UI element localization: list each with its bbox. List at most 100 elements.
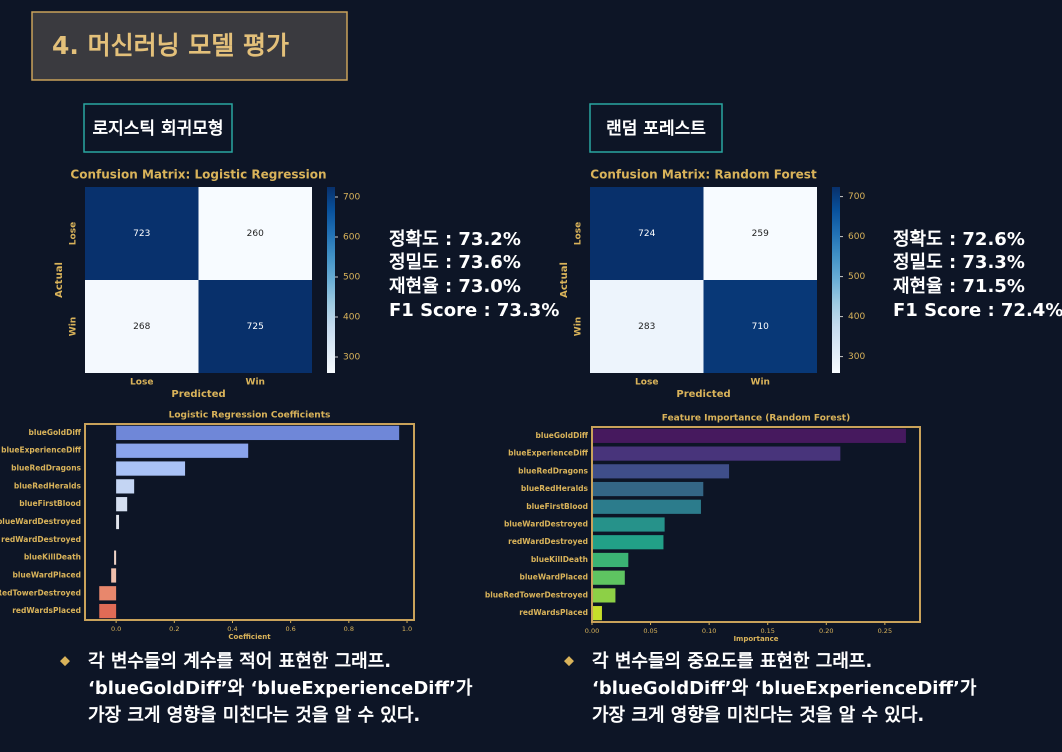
bullet: ◆ [60,654,70,669]
cell-label: 724 [638,229,655,239]
colorbar-tick-label: 600 [343,233,360,243]
bar [99,586,117,601]
x-tick-label: Win [751,378,770,388]
plot-frame [591,426,921,623]
x-axis-label: Coefficient [228,633,271,641]
bar [592,428,906,443]
y-tick-label: blueRedHeralds [521,484,589,493]
caption: 각 변수들의 계수를 적어 표현한 그래프. [88,651,391,672]
heatmap-cell [703,187,817,280]
cell-label: 268 [133,322,150,332]
heatmap-cell [703,280,817,373]
bar [116,443,249,458]
section-label: 랜덤 포레스트 [606,119,706,139]
y-tick-label: redWardDestroyed [508,537,588,546]
section-box [83,103,233,153]
y-tick-label: blueRedDragons [11,464,81,473]
y-tick-label: blueRedTowerDestroyed [485,590,588,599]
bar [592,446,841,461]
y-tick-label: blueWardDestroyed [0,517,81,526]
x-tick-label: 0.05 [643,627,657,635]
y-tick-label: blueRedHeralds [14,481,82,490]
caption: 가장 크게 영향을 미친다는 것을 알 수 있다. [592,705,924,726]
x-tick-label: 0.6 [285,625,295,633]
metric: 재현율 : 73.0% [389,276,521,297]
section-label: 로지스틱 회귀모형 [92,118,223,139]
bar [116,514,120,530]
bar [592,499,701,514]
y-tick-label: blueFirstBlood [19,499,81,508]
plot-frame [84,423,415,621]
y-tick-label: blueRedDragons [518,466,588,475]
y-tick-label: blueExperienceDiff [508,449,589,458]
metric: 정밀도 : 73.6% [389,252,521,273]
colorbar-tick-label: 600 [848,232,865,242]
bar [592,535,664,550]
x-tick-label: 0.8 [344,625,354,633]
section-box [589,103,723,153]
colorbar-tick-label: 700 [343,193,360,203]
bar [592,552,629,568]
chart-title: Confusion Matrix: Random Forest [590,168,817,182]
colorbar-tick-label: 500 [848,272,865,282]
bar [592,570,625,585]
y-tick-label: blueExperienceDiff [1,446,82,455]
x-tick-label: 0.15 [760,627,774,635]
metric: 정확도 : 72.6% [893,229,1025,250]
chart-title: Confusion Matrix: Logistic Regression [70,168,326,182]
y-axis-label: Actual [54,262,65,298]
colorbar-tick-label: 400 [343,313,360,323]
x-tick-label: 1.0 [402,625,412,633]
colorbar [832,187,840,373]
y-tick-label: blueRedTowerDestroyed [0,588,81,597]
x-axis-label: Predicted [171,389,225,400]
x-tick-label: 0.0 [111,625,121,633]
x-tick-label: 0.25 [878,627,892,635]
metric: 정확도 : 73.2% [389,229,521,250]
x-tick-label: 0.4 [227,625,237,633]
bar [592,588,616,603]
y-tick-label: blueWardPlaced [12,570,81,579]
y-tick-label: Win [69,317,79,336]
y-tick-label: Lose [574,222,584,245]
bar [114,550,117,565]
bullet: ◆ [564,654,574,669]
metric: F1 Score : 72.4% [893,300,1062,321]
cell-label: 283 [638,322,655,332]
x-tick-label: Lose [635,378,658,388]
y-tick-label: redWardDestroyed [1,535,81,544]
caption: 각 변수들의 중요도를 표현한 그래프. [592,651,872,672]
title-box [31,11,348,81]
x-tick-label: 0.2 [169,625,179,633]
x-tick-label: Lose [130,378,153,388]
bar [111,568,117,583]
colorbar-tick-label: 300 [848,352,865,362]
bar [116,425,400,441]
x-axis-label: Predicted [676,389,730,400]
metric: 정밀도 : 73.3% [893,252,1025,273]
y-axis-label: Actual [559,262,570,298]
bar [99,603,117,619]
x-tick-label: 0.10 [702,627,716,635]
x-tick-label: 0.00 [585,627,599,635]
bar [116,479,135,494]
cell-label: 260 [247,229,264,239]
caption: ‘blueGoldDiff’와 ‘blueExperienceDiff’가 [88,678,473,699]
metric: F1 Score : 73.3% [389,300,559,321]
colorbar [327,187,335,373]
bar [116,461,186,476]
y-tick-label: blueGoldDiff [29,428,82,437]
y-tick-label: blueFirstBlood [526,502,588,511]
x-tick-label: 0.20 [819,627,833,635]
x-tick-label: Win [246,378,265,388]
colorbar-tick-label: 700 [848,192,865,202]
bar [116,497,128,512]
cell-label: 710 [752,322,769,332]
cell-label: 259 [752,229,769,239]
y-tick-label: Win [574,317,584,336]
y-tick-label: redWardsPlaced [519,608,588,617]
y-tick-label: redWardsPlaced [12,606,81,615]
y-tick-label: blueGoldDiff [536,431,589,440]
y-tick-label: blueKillDeath [24,553,81,562]
